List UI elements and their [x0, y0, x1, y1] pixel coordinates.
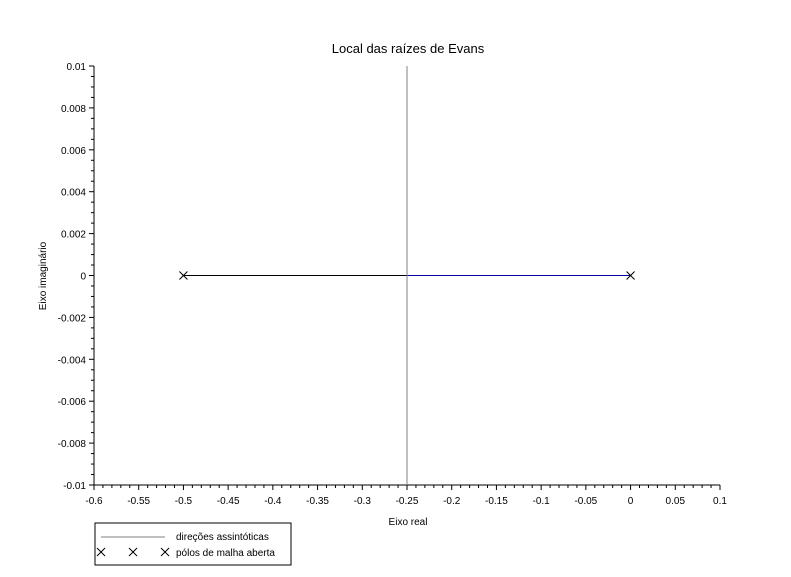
- y-tick-label: 0.006: [61, 146, 86, 157]
- legend: direções assintóticas pólos de malha abe…: [94, 522, 292, 566]
- x-tick-label: -0.35: [306, 496, 329, 507]
- y-tick-label: -0.004: [58, 355, 87, 366]
- y-tick-label: -0.002: [58, 313, 87, 324]
- pole-marker: [179, 271, 188, 280]
- y-tick-label: 0.008: [61, 104, 86, 115]
- legend-pole-marker-icon: [96, 547, 106, 557]
- legend-pole-marker-icon: [128, 547, 138, 557]
- x-tick-label: -0.45: [217, 496, 240, 507]
- legend-asymptote-label: direções assintóticas: [176, 532, 269, 543]
- y-tick-label: -0.008: [58, 439, 87, 450]
- x-tick-label: -0.3: [354, 496, 372, 507]
- plot-area: -0.6 -0.55 -0.5 -0.45 -0.4 -0.35 -0.3 -0.25 -0.2…: [58, 62, 728, 507]
- y-axis-title: Eixo imaginário: [38, 241, 49, 310]
- y-axis-ticks: -0.01 -0.008 -0.006 -0.004 -0.002 0 0.002 0.004…: [58, 62, 94, 492]
- x-tick-label: 0: [628, 496, 634, 507]
- legend-pole-markers: [96, 547, 170, 557]
- x-tick-label: -0.6: [85, 496, 103, 507]
- x-tick-label: -0.4: [264, 496, 282, 507]
- legend-poles-label: pólos de malha aberta: [176, 548, 275, 559]
- y-tick-label: -0.01: [63, 481, 86, 492]
- chart-title: Local das raízes de Evans: [332, 41, 485, 56]
- x-axis-ticks: -0.6 -0.55 -0.5 -0.45 -0.4 -0.35 -0.3 -0.25 -0.2…: [85, 485, 727, 507]
- y-tick-label: 0.004: [61, 188, 86, 199]
- y-tick-label: -0.006: [58, 397, 87, 408]
- series-layer: [183, 66, 631, 485]
- x-tick-label: -0.5: [175, 496, 193, 507]
- y-tick-label: 0: [80, 272, 86, 283]
- x-tick-label: -0.25: [396, 496, 419, 507]
- x-tick-label: 0.05: [666, 496, 686, 507]
- x-tick-label: -0.2: [443, 496, 461, 507]
- x-axis-title: Eixo real: [389, 517, 428, 528]
- x-tick-label: -0.55: [127, 496, 150, 507]
- pole-marker: [626, 271, 635, 280]
- y-tick-label: 0.002: [61, 230, 86, 241]
- x-tick-label: -0.15: [485, 496, 508, 507]
- legend-pole-marker-icon: [160, 547, 170, 557]
- x-tick-label: -0.1: [533, 496, 551, 507]
- y-tick-label: 0.01: [67, 62, 87, 73]
- x-tick-label: 0.1: [713, 496, 727, 507]
- legend-box: [94, 522, 292, 566]
- poles-layer: [179, 271, 635, 280]
- x-tick-label: -0.05: [574, 496, 597, 507]
